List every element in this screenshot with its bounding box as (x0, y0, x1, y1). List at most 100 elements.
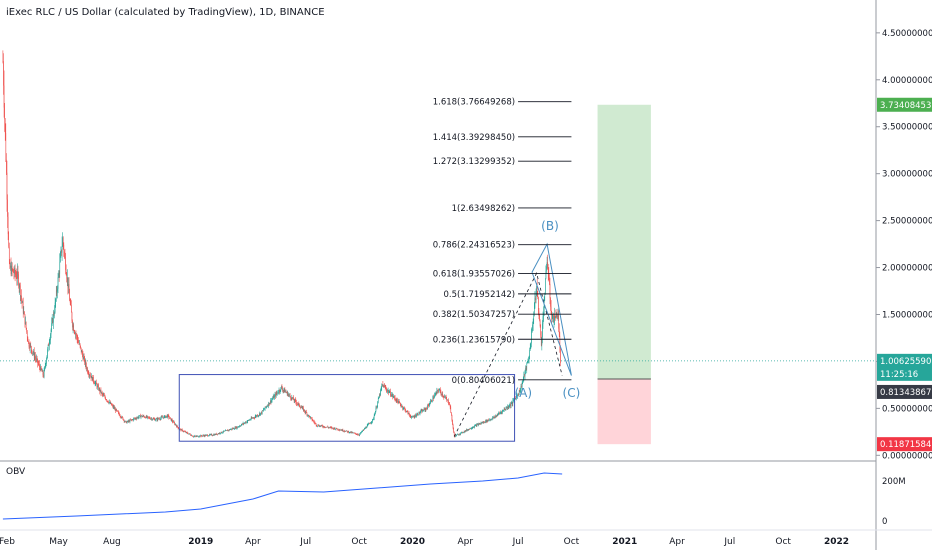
candle-body (304, 411, 306, 413)
candle-body (243, 423, 245, 424)
candle-body (334, 428, 336, 430)
candle-body (35, 356, 36, 359)
candle-body (143, 415, 145, 417)
candle-body (48, 344, 50, 346)
candle-body (432, 397, 434, 402)
candle-body (377, 401, 378, 406)
candle-body (263, 409, 265, 411)
time-tick-label: Jul (512, 537, 524, 547)
candle-body (518, 393, 519, 395)
candle-body (318, 426, 320, 427)
consolidation-box[interactable] (178, 374, 516, 442)
candle-body (64, 251, 65, 254)
candle-body (32, 352, 33, 354)
candle-body (289, 394, 291, 397)
time-tick-label: Apr (669, 537, 685, 547)
candle-body (388, 390, 389, 393)
fib-level-label: 0.236(1.23615790) (433, 335, 515, 345)
candle-body (96, 384, 98, 388)
candle-body (500, 412, 502, 413)
candle-body (275, 392, 277, 397)
candle-body (532, 324, 533, 328)
candle-body (234, 428, 235, 430)
candle-body (238, 426, 239, 428)
candle-body (15, 274, 17, 278)
candle-body (300, 407, 301, 408)
candle-body (232, 428, 233, 430)
candle-body (553, 320, 555, 322)
candle-body (532, 321, 534, 325)
candle-body (108, 402, 110, 403)
candle-body (443, 396, 445, 398)
candle-body (463, 432, 464, 433)
price-tick-label: 2.50000000 (882, 217, 932, 227)
candle-body (116, 410, 118, 412)
price-tick-label: 3.50000000 (882, 123, 932, 133)
candle-body (184, 431, 185, 432)
candle-body (489, 419, 490, 421)
candle-body (448, 400, 449, 404)
candle-body (120, 417, 122, 418)
candle-body (330, 427, 332, 428)
candle-body (553, 314, 554, 322)
candle-body (201, 435, 203, 437)
candle-body (44, 366, 45, 370)
candle-body (504, 409, 506, 410)
candle-body (64, 253, 66, 258)
candle-body (525, 367, 527, 370)
candle-body (18, 285, 20, 288)
candle-body (489, 419, 491, 420)
candle-body (295, 400, 297, 403)
candle-body (288, 394, 290, 396)
candle-body (119, 415, 121, 417)
candle-body (240, 425, 242, 427)
candle-body (460, 432, 462, 433)
candle-body (134, 418, 136, 419)
candle-body (545, 270, 547, 279)
triangle-pattern[interactable] (531, 242, 572, 376)
candle-body (430, 400, 432, 402)
candle-body (517, 393, 519, 395)
candle-body (76, 335, 78, 339)
candle-body (366, 427, 367, 428)
candle-body (94, 382, 96, 384)
candle-body (28, 341, 30, 347)
candle-body (344, 431, 346, 432)
candle-body (364, 428, 365, 430)
candle-body (138, 415, 140, 417)
candle-body (330, 427, 331, 428)
candle-body (495, 416, 497, 417)
candle-body (393, 396, 394, 398)
candle-body (435, 392, 437, 394)
candle-body (54, 311, 55, 315)
candle-body (211, 434, 213, 436)
candle-body (280, 387, 282, 391)
candle-body (95, 382, 97, 383)
candle-body (315, 423, 317, 426)
candle-body (525, 367, 526, 371)
candle-body (310, 417, 311, 418)
candle-body (41, 369, 43, 372)
candle-body (485, 420, 486, 423)
candle-body (234, 427, 236, 429)
candle-body (248, 420, 250, 421)
candle-body (250, 419, 251, 421)
candle-body (333, 428, 334, 430)
stop-zone[interactable] (597, 378, 651, 445)
candle-body (496, 415, 497, 417)
candle-body (408, 412, 409, 414)
target-zone[interactable] (597, 104, 651, 379)
candle-body (494, 416, 496, 418)
candle-body (549, 277, 550, 284)
candle-body (71, 305, 72, 313)
candle-body (92, 376, 94, 381)
candle-body (144, 416, 145, 418)
candle-body (270, 400, 271, 403)
candle-body (22, 302, 23, 304)
candle-body (207, 435, 209, 437)
candle-body (312, 420, 313, 421)
candle-body (460, 432, 461, 435)
candle-body (552, 314, 554, 319)
